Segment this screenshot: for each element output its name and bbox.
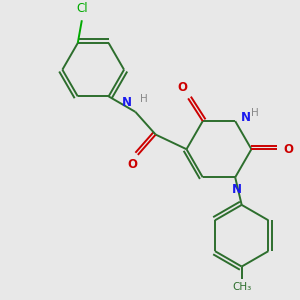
Text: N: N: [232, 183, 242, 196]
Text: CH₃: CH₃: [232, 282, 251, 292]
Text: H: H: [140, 94, 148, 104]
Text: Cl: Cl: [76, 2, 88, 15]
Text: H: H: [250, 108, 258, 118]
Text: O: O: [127, 158, 137, 171]
Text: N: N: [122, 96, 132, 109]
Text: O: O: [178, 80, 188, 94]
Text: O: O: [283, 143, 293, 156]
Text: N: N: [241, 111, 251, 124]
